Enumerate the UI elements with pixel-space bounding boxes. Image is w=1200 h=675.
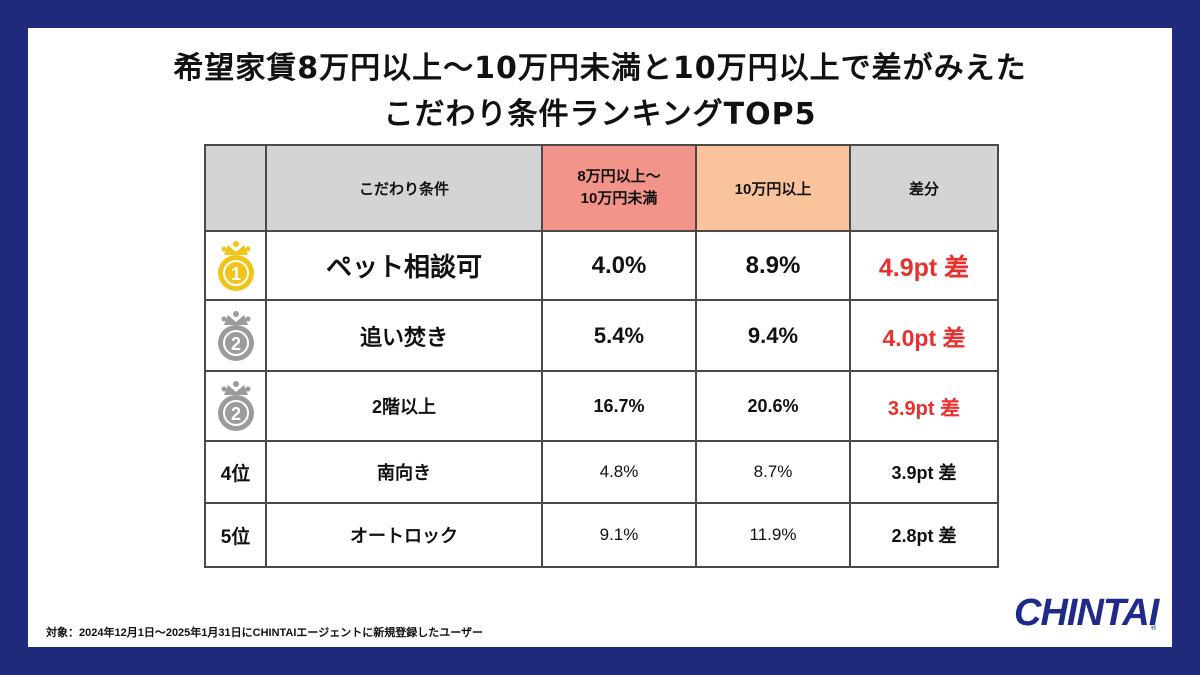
silver-medal-icon: 2	[217, 381, 254, 431]
rank-cell: 4位	[204, 440, 267, 504]
condition-cell: ペット相談可	[265, 230, 543, 301]
registered-mark: ®	[1150, 624, 1157, 632]
header-col-a: 8万円以上〜 10万円未満	[541, 144, 697, 232]
medal-rank-number: 2	[230, 334, 240, 354]
value-b-cell: 9.4%	[695, 299, 851, 372]
footnote: 対象：2024年12月1日〜2025年1月31日にCHINTAIエージェントに新…	[46, 627, 483, 639]
title-line-2: こだわり条件ランキングTOP5	[383, 97, 817, 132]
table-row: 2 追い焚き 5.4% 9.4% 4.0pt 差	[204, 299, 999, 372]
condition-cell: 2階以上	[265, 370, 543, 442]
header-col-a-line2: 10万円未満	[580, 190, 658, 207]
content-card: 希望家賃8万円以上〜10万円未満と10万円以上で差がみえた こだわり条件ランキン…	[28, 28, 1172, 647]
value-b-cell: 20.6%	[695, 370, 851, 442]
condition-cell: オートロック	[265, 502, 543, 568]
value-b-cell: 8.7%	[695, 440, 851, 504]
value-a-cell: 4.0%	[541, 230, 697, 301]
diff-cell: 4.9pt 差	[849, 230, 999, 301]
header-rank	[204, 144, 267, 232]
table-header-row: こだわり条件 8万円以上〜 10万円未満 10万円以上 差分	[204, 144, 999, 232]
rank-cell: 1	[204, 230, 267, 301]
value-b-cell: 11.9%	[695, 502, 851, 568]
diff-cell: 3.9pt 差	[849, 370, 999, 442]
header-col-b: 10万円以上	[695, 144, 851, 232]
title-line-1: 希望家賃8万円以上〜10万円未満と10万円以上で差がみえた	[173, 51, 1027, 86]
table-row: 1 ペット相談可 4.0% 8.9% 4.9pt 差	[204, 230, 999, 301]
silver-medal-icon: 2	[217, 310, 254, 361]
chart-title: 希望家賃8万円以上〜10万円未満と10万円以上で差がみえた こだわり条件ランキン…	[28, 46, 1172, 138]
gold-medal-icon: 1	[217, 240, 254, 291]
table-row: 5位 オートロック 9.1% 11.9% 2.8pt 差	[204, 502, 999, 568]
value-b-cell: 8.9%	[695, 230, 851, 301]
condition-cell: 南向き	[265, 440, 543, 504]
ranking-table: こだわり条件 8万円以上〜 10万円未満 10万円以上 差分 1	[204, 144, 999, 568]
diff-cell: 3.9pt 差	[849, 440, 999, 504]
medal-rank-number: 1	[230, 264, 240, 284]
table-row: 2 2階以上 16.7% 20.6% 3.9pt 差	[204, 370, 999, 442]
rank-cell: 5位	[204, 502, 267, 568]
value-a-cell: 9.1%	[541, 502, 697, 568]
rank-cell: 2	[204, 370, 267, 442]
value-a-cell: 4.8%	[541, 440, 697, 504]
rank-cell: 2	[204, 299, 267, 372]
diff-cell: 4.0pt 差	[849, 299, 999, 372]
diff-cell: 2.8pt 差	[849, 502, 999, 568]
table-row: 4位 南向き 4.8% 8.7% 3.9pt 差	[204, 440, 999, 504]
header-diff: 差分	[849, 144, 999, 232]
header-condition: こだわり条件	[265, 144, 543, 232]
header-col-a-line1: 8万円以上〜	[577, 168, 661, 185]
condition-cell: 追い焚き	[265, 299, 543, 372]
value-a-cell: 5.4%	[541, 299, 697, 372]
value-a-cell: 16.7%	[541, 370, 697, 442]
chintai-logo: CHINTAI	[1014, 592, 1159, 634]
medal-rank-number: 2	[230, 404, 240, 424]
